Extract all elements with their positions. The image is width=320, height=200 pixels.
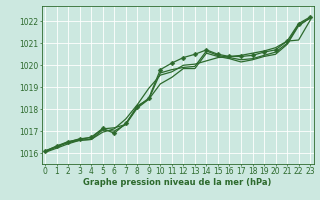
X-axis label: Graphe pression niveau de la mer (hPa): Graphe pression niveau de la mer (hPa): [84, 178, 272, 187]
